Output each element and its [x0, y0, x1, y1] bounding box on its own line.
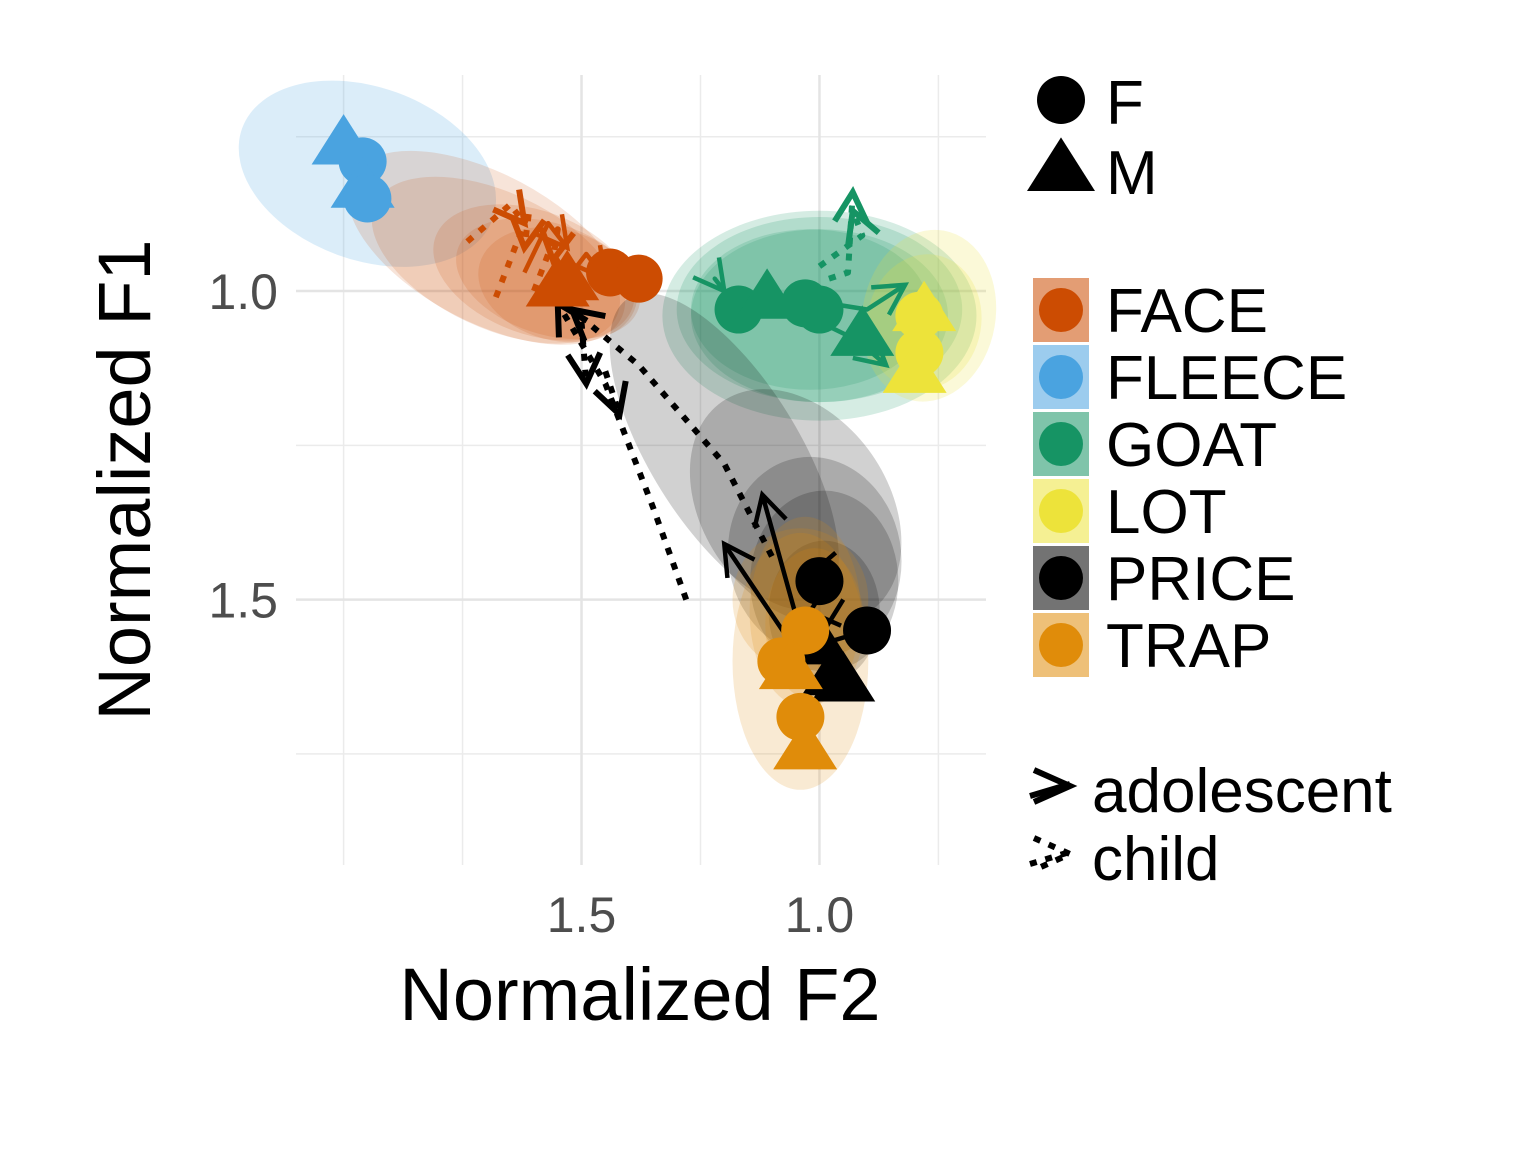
legend-item-adolescent: adolescent — [1029, 757, 1392, 826]
legend-color-dot — [1039, 422, 1083, 466]
vowel-points — [311, 114, 957, 770]
trajectory-price-child-arrowhead — [592, 380, 629, 421]
y-tick-label: 1.0 — [208, 264, 278, 320]
point-goat-female — [781, 279, 830, 328]
point-price-female — [843, 606, 892, 655]
point-goat-male — [830, 305, 895, 356]
legend-circle-symbol — [1037, 76, 1085, 124]
legend-arrow-sample — [1032, 767, 1078, 805]
trajectory-goat-child-arrowhead — [832, 186, 870, 225]
trajectory-face-adolescent-arrowhead — [535, 213, 571, 252]
legend-color-dot — [1039, 556, 1083, 600]
legend-item-goat: GOAT — [1033, 411, 1277, 480]
trajectory-face-child — [493, 207, 533, 299]
legend-item-face: FACE — [1033, 277, 1268, 346]
point-trap-female — [776, 692, 825, 741]
trajectory-face-child-arrowhead — [492, 189, 529, 229]
trajectory-price-child — [602, 370, 623, 416]
point-price-female — [795, 557, 844, 606]
legend-arrow-sample — [1032, 835, 1078, 873]
legend-label: child — [1092, 825, 1220, 894]
x-tick-label: 1.5 — [547, 887, 617, 943]
legend-item-fleece: FLEECE — [1033, 344, 1347, 413]
trajectory-goat-child-arrowhead — [845, 204, 881, 245]
legend-item-price: PRICE — [1033, 545, 1295, 614]
legend-label: FACE — [1106, 277, 1268, 346]
legend-color-dot — [1039, 288, 1083, 332]
point-trap-male — [758, 638, 823, 690]
axis-ticks: 1.5 1.0 1.0 1.5 — [208, 264, 854, 943]
trajectory-face-adolescent — [522, 220, 570, 274]
legend-label: PRICE — [1106, 545, 1295, 614]
trajectory-face-child — [531, 226, 561, 293]
legend-color-dot — [1039, 355, 1083, 399]
legend-item-trap: TRAP — [1033, 612, 1271, 681]
y-tick-label: 1.5 — [208, 573, 278, 629]
legend-label: adolescent — [1092, 757, 1392, 826]
x-axis-title: Normalized F2 — [399, 953, 880, 1036]
trajectory-goat-child — [828, 192, 856, 282]
point-face-female — [614, 254, 663, 303]
legend-item-f: F — [1037, 69, 1144, 138]
point-lot-female — [895, 291, 944, 340]
legend-label: FLEECE — [1106, 344, 1347, 413]
point-trap-male — [773, 718, 838, 770]
legend-label: M — [1106, 139, 1158, 208]
legend-color-dot — [1039, 489, 1083, 533]
legend-item-m: M — [1027, 137, 1158, 208]
point-lot-male — [882, 342, 947, 393]
legend-color-dot — [1039, 623, 1083, 667]
trajectory-price-child — [578, 321, 590, 384]
ellipse-face — [433, 204, 635, 341]
trajectory-price-adolescent-arrowhead — [752, 490, 788, 529]
x-tick-label: 1.0 — [785, 887, 855, 943]
trajectory-price-adolescent-arrowhead — [721, 540, 756, 579]
trajectory-goat-child — [817, 209, 866, 269]
trajectory-price-child-arrowhead — [567, 305, 606, 343]
trajectory-face-child — [465, 201, 527, 244]
trajectory-goat-adolescent-arrowhead — [871, 282, 910, 316]
point-face-male — [535, 249, 600, 301]
legend-label: LOT — [1106, 478, 1227, 547]
legend-label: GOAT — [1106, 411, 1277, 480]
trajectory-price-child-arrowhead — [565, 351, 603, 390]
ellipse-price — [609, 293, 839, 610]
legend-triangle-symbol — [1027, 137, 1095, 191]
legend-item-child: child — [1029, 825, 1220, 894]
legend-label: F — [1106, 69, 1144, 138]
point-price-male — [811, 651, 876, 702]
legend-item-lot: LOT — [1033, 478, 1227, 547]
trajectory-price-child — [570, 307, 775, 558]
trajectory-face-child-arrowhead — [509, 215, 547, 255]
ellipse-price — [689, 389, 902, 625]
legend-label: TRAP — [1106, 612, 1271, 681]
point-fleece-female — [343, 174, 392, 223]
y-axis-title: Normalized F1 — [83, 239, 166, 720]
